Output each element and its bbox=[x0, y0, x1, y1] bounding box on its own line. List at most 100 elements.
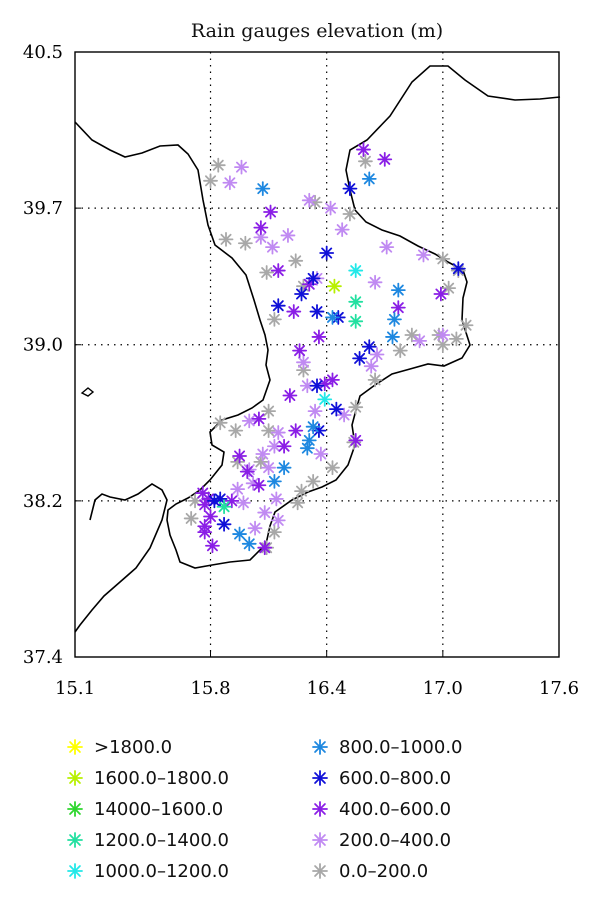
gauge-marker bbox=[267, 524, 282, 540]
legend-marker-glyph bbox=[312, 739, 328, 755]
gauge-marker bbox=[309, 378, 325, 394]
gauge-marker bbox=[334, 222, 350, 237]
gauge-marker bbox=[251, 477, 267, 493]
gauge-marker bbox=[319, 245, 335, 261]
gauge-marker bbox=[268, 491, 284, 507]
legend-label: 1600.0–1800.0 bbox=[94, 767, 229, 789]
legend-marker bbox=[67, 832, 83, 848]
gauge-marker bbox=[288, 253, 304, 269]
gauge-marker bbox=[241, 413, 257, 429]
gauge-marker bbox=[307, 403, 323, 419]
gauge-marker bbox=[280, 228, 296, 243]
gauge-marker bbox=[270, 298, 286, 314]
y-tick-label: 40.5 bbox=[23, 42, 63, 63]
y-tick-label: 39.0 bbox=[23, 335, 63, 356]
gauge-marker bbox=[224, 493, 240, 509]
gauge-marker bbox=[270, 512, 286, 528]
gauge-marker bbox=[377, 151, 393, 167]
gauge-marker bbox=[379, 239, 395, 255]
gauge-marker bbox=[361, 339, 377, 355]
gauge-marker bbox=[385, 329, 400, 345]
gauge-marker bbox=[348, 263, 364, 278]
legend-label: 1000.0–1200.0 bbox=[94, 860, 229, 882]
gauge-marker bbox=[435, 327, 451, 343]
gauge-marker bbox=[348, 399, 364, 415]
gauge-marker bbox=[261, 423, 277, 439]
y-tick-label: 37.4 bbox=[23, 647, 63, 668]
legend-label: 1200.0–1400.0 bbox=[94, 829, 229, 851]
gauge-marker bbox=[183, 511, 199, 526]
gauge-marker bbox=[239, 464, 255, 479]
gauge-marker bbox=[197, 524, 213, 540]
gauge-marker bbox=[336, 407, 352, 423]
gauge-marker bbox=[311, 329, 327, 345]
legend-marker-glyph bbox=[67, 863, 83, 879]
gauge-marker bbox=[450, 261, 466, 277]
gauge-marker bbox=[241, 536, 257, 552]
gauge-marker bbox=[206, 493, 222, 509]
gauge-marker bbox=[416, 247, 431, 263]
grid-lines bbox=[75, 52, 559, 657]
gauge-marker bbox=[363, 358, 379, 374]
gauge-marker bbox=[356, 142, 371, 157]
gauge-marker bbox=[348, 313, 364, 329]
gauge-marker bbox=[299, 440, 315, 456]
gauge-marker bbox=[294, 286, 309, 302]
legend-item: 0.0–200.0 bbox=[311, 857, 428, 885]
legend-label: 600.0–800.0 bbox=[339, 767, 452, 789]
legend-item: 400.0–600.0 bbox=[311, 795, 451, 823]
gauge-marker bbox=[203, 173, 218, 189]
legend-marker-glyph bbox=[67, 832, 83, 848]
gauge-marker bbox=[253, 220, 269, 236]
gauge-marker bbox=[342, 181, 358, 197]
legend-marker-glyph bbox=[67, 770, 83, 786]
legend-marker bbox=[67, 863, 83, 879]
legend: >1800.0 1600.0–1800.0 14000–1600.0 1200.0–1… bbox=[66, 733, 566, 882]
gauge-marker bbox=[313, 446, 329, 462]
gauge-marker bbox=[294, 483, 309, 499]
gauge-marker bbox=[325, 310, 340, 325]
gauge-marker bbox=[255, 181, 271, 197]
gauge-marker bbox=[367, 274, 383, 290]
gauge-marker bbox=[267, 311, 282, 327]
gauge-marker bbox=[309, 304, 325, 319]
gauge-marker bbox=[255, 446, 271, 462]
gauge-marker bbox=[218, 231, 234, 247]
gauge-marker bbox=[435, 251, 451, 267]
legend-item: 800.0–1000.0 bbox=[311, 733, 463, 761]
gauge-marker bbox=[290, 495, 306, 511]
legend-marker-glyph bbox=[312, 863, 328, 879]
gauge-marker bbox=[357, 153, 373, 169]
legend-marker bbox=[67, 739, 83, 755]
gauge-marker bbox=[234, 159, 249, 175]
gauge-marker bbox=[301, 192, 317, 208]
gauge-marker bbox=[305, 270, 321, 286]
gauge-marker bbox=[307, 194, 323, 210]
gauge-marker bbox=[257, 505, 273, 520]
gauge-marker bbox=[247, 520, 263, 536]
legend-marker bbox=[67, 770, 83, 786]
legend-marker bbox=[67, 801, 83, 817]
gauge-marker bbox=[263, 204, 278, 220]
chart-title: Rain gauges elevation (m) bbox=[190, 20, 444, 42]
gauge-marker bbox=[236, 495, 251, 511]
plot-frame bbox=[74, 51, 560, 658]
gauge-marker bbox=[286, 304, 302, 319]
legend-item: 1600.0–1800.0 bbox=[66, 764, 229, 792]
legend-marker bbox=[312, 832, 328, 848]
gauge-marker bbox=[267, 473, 282, 489]
legend-marker bbox=[312, 863, 328, 879]
gauge-marker bbox=[265, 239, 280, 255]
gauge-marker bbox=[228, 423, 244, 439]
gauge-marker bbox=[404, 327, 420, 343]
gauge-marker bbox=[222, 175, 238, 191]
gauge-marker bbox=[433, 286, 449, 302]
legend-item: 200.0–400.0 bbox=[311, 826, 451, 854]
gauge-marker bbox=[216, 516, 232, 532]
gauge-marker bbox=[327, 278, 342, 294]
legend-item: 14000–1600.0 bbox=[66, 795, 223, 823]
legend-label: >1800.0 bbox=[94, 736, 173, 758]
gauge-marker bbox=[203, 509, 218, 524]
x-tick-label: 17.0 bbox=[423, 678, 463, 699]
gauge-marker bbox=[296, 354, 311, 370]
